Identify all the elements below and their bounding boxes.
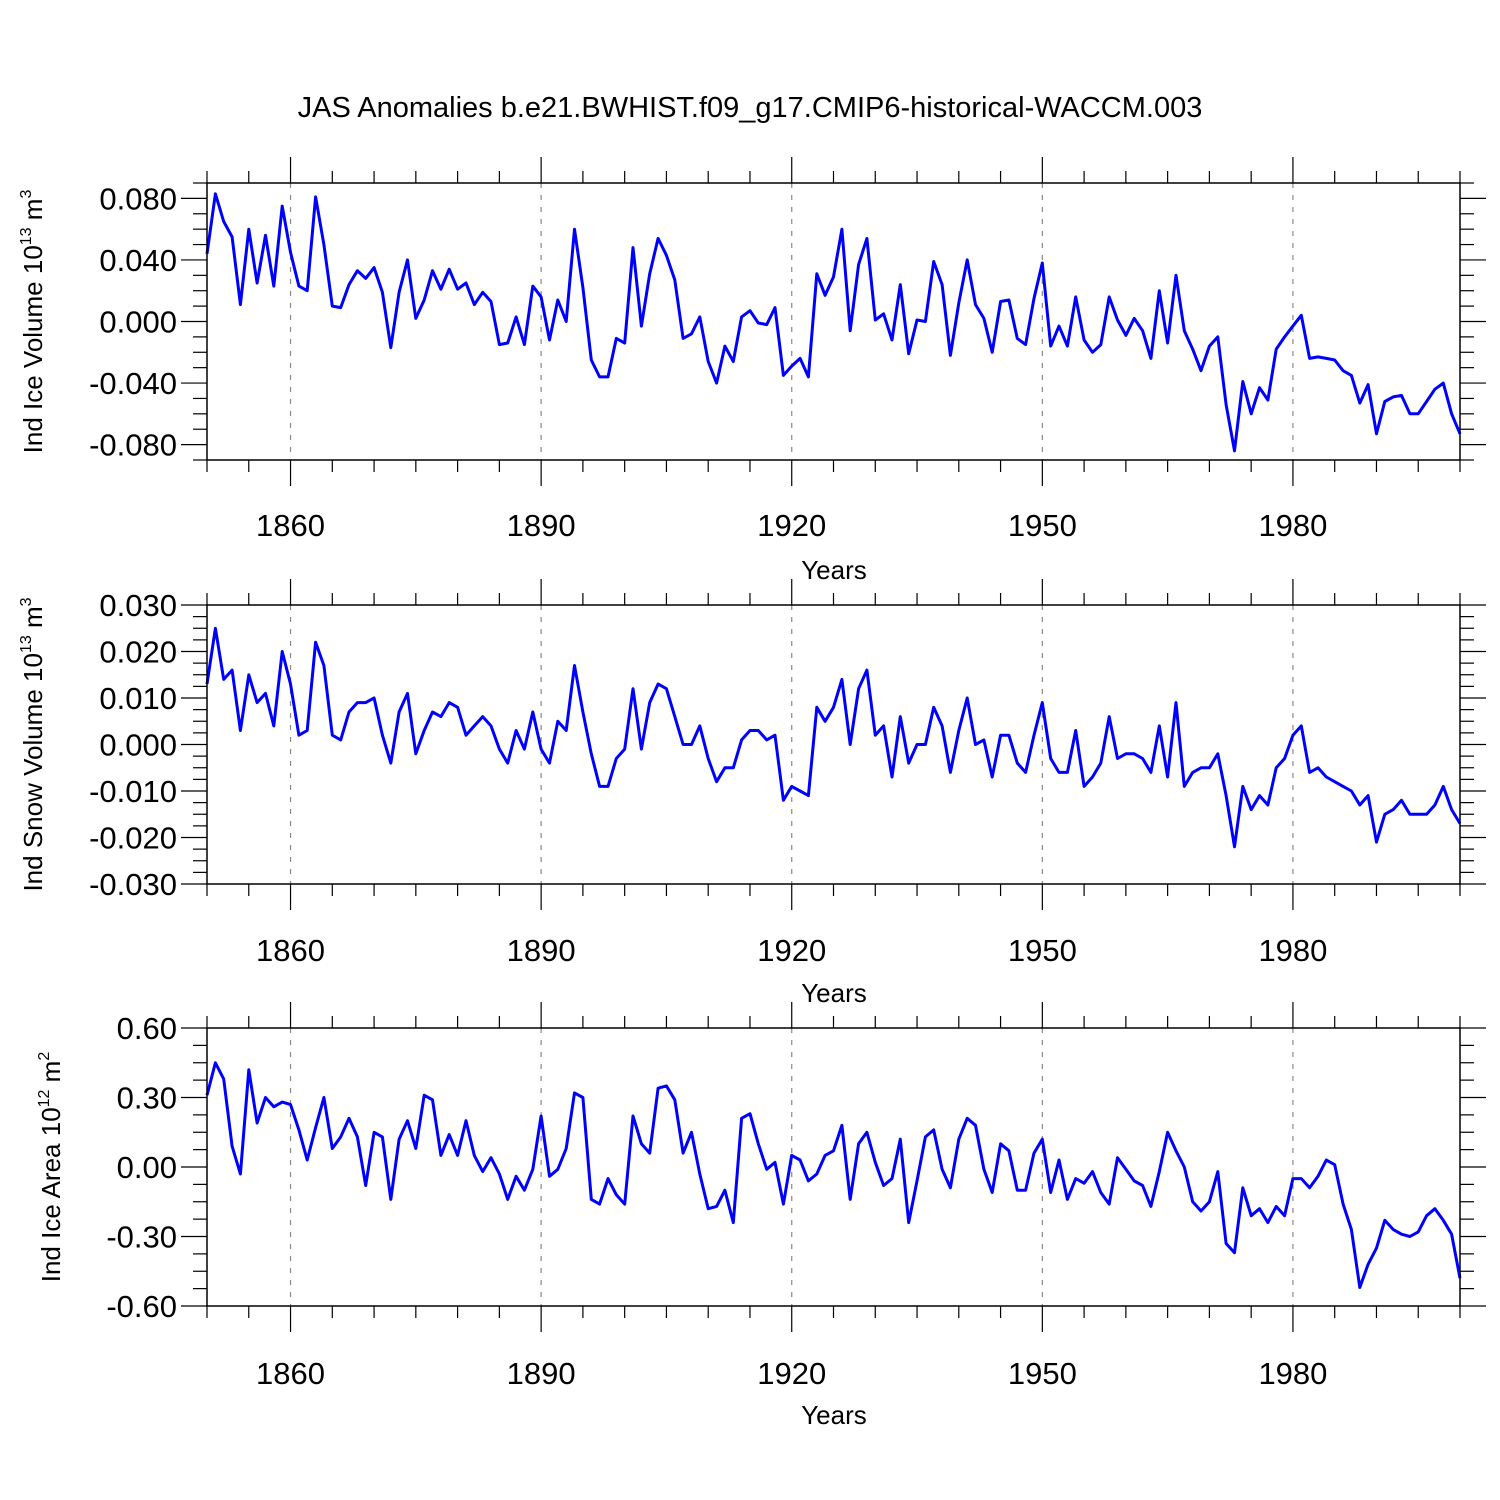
- chart-title: JAS Anomalies b.e21.BWHIST.f09_g17.CMIP6…: [297, 92, 1203, 124]
- x-tick-label-1980: 1980: [1258, 1356, 1327, 1391]
- y-tick-label: -0.010: [89, 774, 177, 809]
- y-tick-label: -0.030: [89, 867, 177, 902]
- y-axis-label-unit-exp: 3: [18, 190, 35, 199]
- x-tick-label-1980: 1980: [1258, 933, 1327, 968]
- y-tick-label: -0.60: [106, 1289, 177, 1324]
- panel-2: 0.030 0.020 0.010 0.000 -0.010 -0.020 -0.030 18…: [18, 579, 1486, 1008]
- y-tick-label: -0.040: [89, 366, 177, 401]
- y-axis-label: Ind Ice Volume 1013 m3: [18, 190, 48, 454]
- y-axis-label-unit-exp: 2: [36, 1052, 53, 1061]
- y-tick-label: -0.30: [106, 1220, 177, 1255]
- y-tick-label: 0.010: [99, 681, 177, 716]
- y-axis-label-exp: 13: [18, 227, 35, 245]
- x-tick-label-1950: 1950: [1008, 508, 1077, 543]
- x-tick-label-1950: 1950: [1008, 1356, 1077, 1391]
- y-axis-label-unit: m: [36, 1061, 66, 1090]
- y-tick-label: 0.60: [117, 1011, 177, 1046]
- y-tick-label: -0.080: [89, 428, 177, 463]
- y-tick-label: 0.000: [99, 728, 177, 763]
- x-tick-label-1920: 1920: [757, 1356, 826, 1391]
- x-axis-label: Years: [801, 978, 867, 1008]
- y-axis-label-main: Ind Ice Area 10: [36, 1107, 66, 1282]
- y-tick-label: 0.030: [99, 588, 177, 623]
- x-tick-label-1920: 1920: [757, 508, 826, 543]
- y-tick-label: 0.00: [117, 1150, 177, 1185]
- x-axis-label: Years: [801, 555, 867, 585]
- y-axis-label-exp: 12: [36, 1089, 53, 1107]
- plot-frame: [206, 1027, 1461, 1307]
- plot-frame: [206, 182, 1461, 461]
- y-tick-label: -0.020: [89, 821, 177, 856]
- x-tick-label-1860: 1860: [256, 508, 325, 543]
- plot-frame: [206, 604, 1461, 885]
- series-line: [205, 626, 1462, 849]
- y-tick-label: 0.020: [99, 635, 177, 670]
- y-axis-label: Ind Ice Area 1012 m2: [36, 1052, 66, 1283]
- y-tick-label: 0.040: [99, 243, 177, 278]
- y-axis-label: Ind Snow Volume 1013 m3: [18, 597, 48, 891]
- y-axis-label-main: Ind Ice Volume 10: [18, 245, 48, 453]
- x-tick-label-1890: 1890: [507, 933, 576, 968]
- y-tick-label: 0.30: [117, 1081, 177, 1116]
- y-axis-label-unit: m: [18, 606, 48, 635]
- series-line: [205, 192, 1462, 453]
- x-tick-label-1860: 1860: [256, 1356, 325, 1391]
- panel-1: 0.080 0.040 0.000 -0.040 -0.080 1860 1890 1920 1…: [18, 157, 1486, 585]
- panel-3: 0.60 0.30 0.00 -0.30 -0.60 1860 1890 1920 1950 19…: [36, 1002, 1486, 1430]
- x-tick-label-1860: 1860: [256, 933, 325, 968]
- y-tick-label: 0.080: [99, 181, 177, 216]
- x-axis-label: Years: [801, 1400, 867, 1430]
- y-axis-label-exp: 13: [18, 635, 35, 653]
- x-tick-label-1920: 1920: [757, 933, 826, 968]
- x-tick-label-1890: 1890: [507, 1356, 576, 1391]
- y-axis-label-unit: m: [18, 199, 48, 228]
- y-axis-label-unit-exp: 3: [18, 597, 35, 606]
- y-axis-label-main: Ind Snow Volume 10: [18, 653, 48, 892]
- x-tick-label-1890: 1890: [507, 508, 576, 543]
- y-tick-label: 0.000: [99, 305, 177, 340]
- series-line: [205, 1061, 1462, 1289]
- x-tick-label-1980: 1980: [1258, 508, 1327, 543]
- x-tick-label-1950: 1950: [1008, 933, 1077, 968]
